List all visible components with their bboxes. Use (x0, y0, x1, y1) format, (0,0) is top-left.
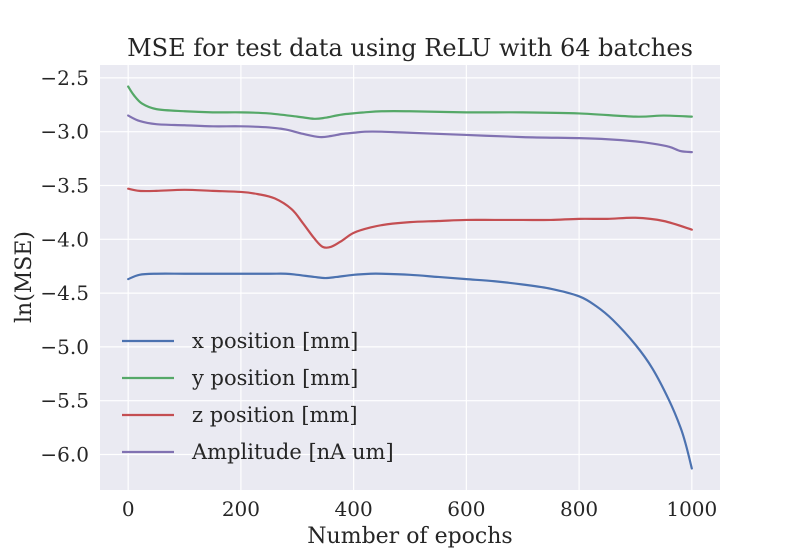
y-tick-label: −2.5 (40, 66, 89, 90)
legend-label: x position [mm] (192, 329, 358, 353)
x-tick-label: 1000 (666, 497, 717, 521)
series-layer (127, 85, 693, 470)
y-tick-label: −3.0 (40, 120, 89, 144)
y-tick-label: −5.5 (40, 389, 89, 413)
y-tick-label: −5.0 (40, 335, 89, 359)
y-tick-label: −4.5 (40, 281, 89, 305)
plot-area (100, 65, 720, 490)
legend-label: Amplitude [nA um] (191, 440, 394, 464)
y-tick-label: −4.0 (40, 227, 89, 251)
tick-labels: 0 200 400 600 800 1000 −2.5 −3.0 −3.5 −4.0 −4.5 −5.… (40, 66, 717, 521)
legend-label: z position [mm] (192, 403, 358, 427)
series-line-4 (127, 114, 693, 154)
series-line-3 (127, 187, 693, 249)
x-tick-label: 600 (447, 497, 485, 521)
series-line-1 (127, 272, 693, 470)
y-tick-label: −6.0 (40, 442, 89, 466)
series-line-2 (127, 85, 693, 120)
x-axis-label: Number of epochs (307, 524, 512, 549)
x-tick-label: 400 (335, 497, 373, 521)
x-tick-label: 800 (560, 497, 598, 521)
x-tick-label: 0 (122, 497, 135, 521)
x-tick-label: 200 (222, 497, 260, 521)
legend-label: y position [mm] (191, 366, 358, 390)
grid-lines (100, 65, 720, 490)
y-tick-label: −3.5 (40, 174, 89, 198)
y-axis-label: ln(MSE) (12, 231, 37, 323)
legend: x position [mm] y position [mm] z position… (122, 329, 394, 464)
chart-title: MSE for test data using ReLU with 64 bat… (127, 34, 693, 62)
